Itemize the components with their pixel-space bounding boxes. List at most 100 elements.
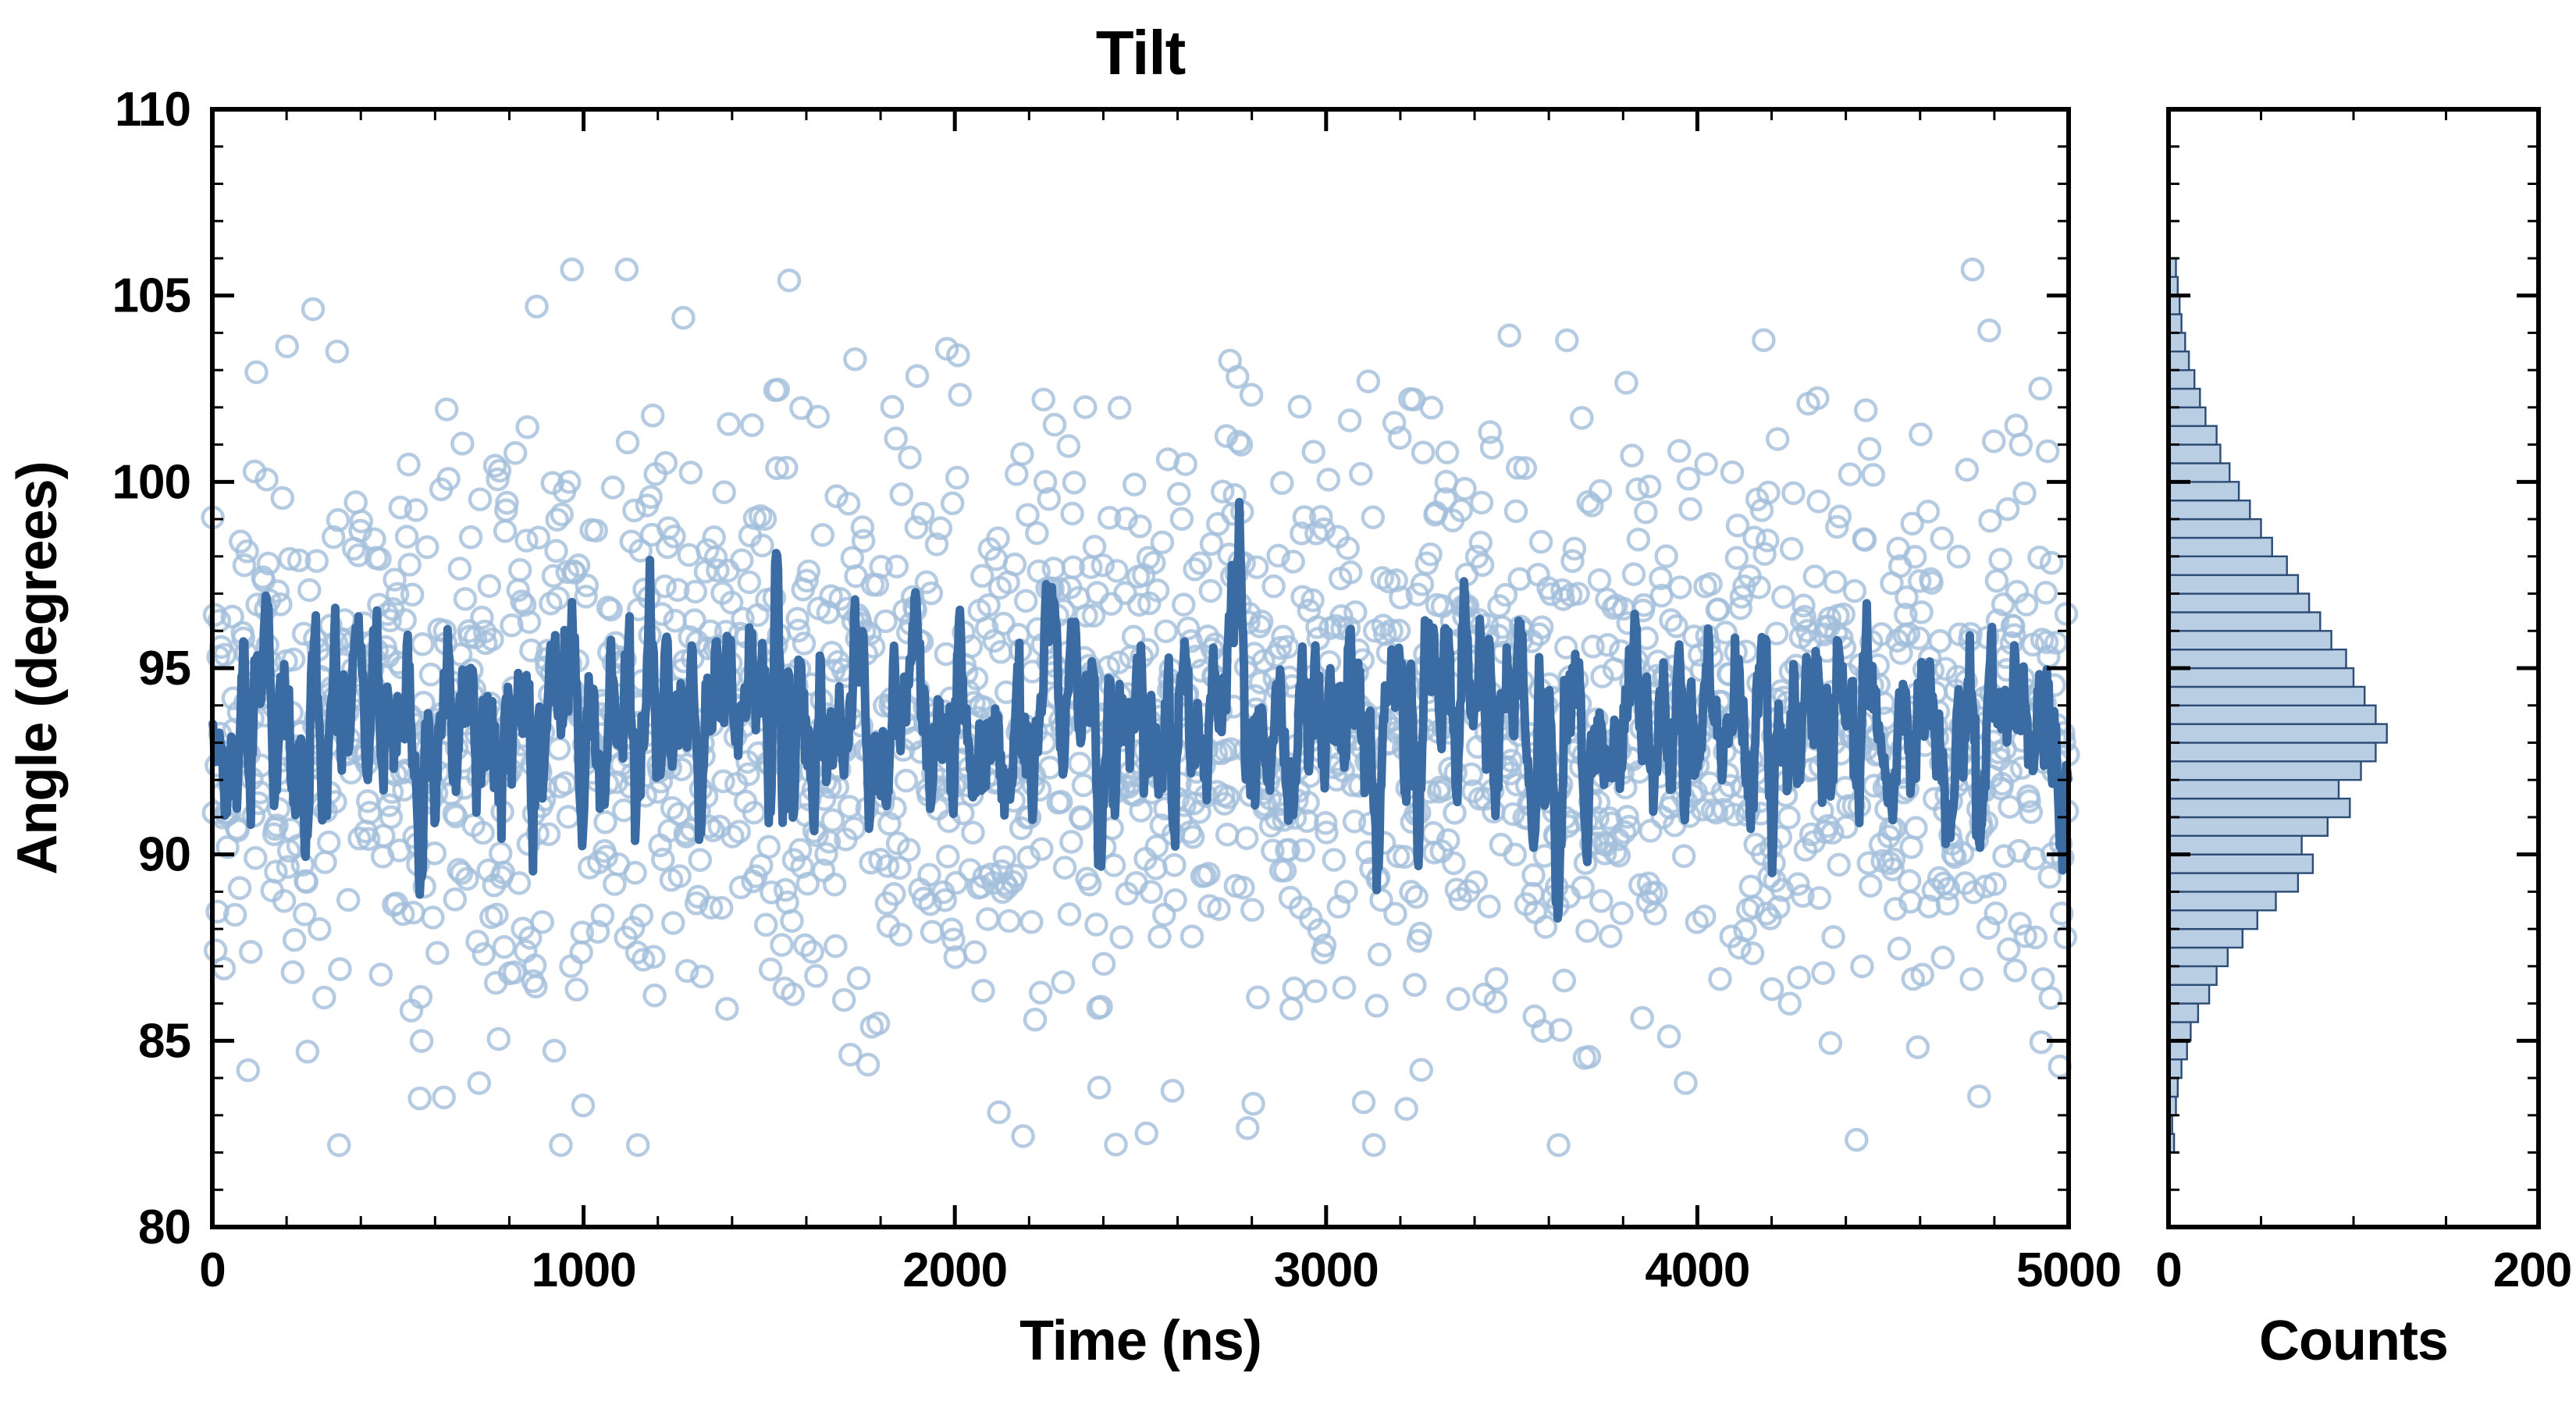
scatter-point — [2001, 614, 2026, 638]
scatter-point — [1638, 819, 1663, 843]
scatter-point — [1668, 575, 1692, 599]
scatter-point — [1031, 387, 1055, 412]
scatter-point — [1361, 1133, 1386, 1158]
scatter-point — [1910, 962, 1934, 987]
scatter-point — [1631, 592, 1656, 617]
scatter-point — [1322, 848, 1347, 872]
scatter-point — [1838, 462, 1863, 486]
scatter-point — [941, 927, 966, 951]
histogram-bar — [2167, 648, 2347, 670]
scatter-point — [822, 872, 847, 897]
scatter-point — [518, 926, 543, 950]
scatter-point — [468, 487, 493, 511]
scatter-point — [750, 533, 774, 558]
scatter-point — [407, 1086, 432, 1111]
scatter-point — [327, 1133, 351, 1158]
scatter-point — [1113, 581, 1137, 606]
scatter-point — [1754, 902, 1779, 926]
scatter-point — [1337, 408, 1362, 432]
scatter-point — [244, 845, 268, 870]
scatter-point — [1364, 994, 1389, 1018]
scatter-point — [777, 268, 802, 293]
running-average-line — [208, 497, 2073, 923]
scatter-point — [1960, 258, 1985, 282]
scatter-point — [2023, 925, 2048, 950]
scatter-point — [917, 863, 941, 887]
scatter-point — [1612, 820, 1637, 845]
scatter-point — [1074, 603, 1098, 628]
scatter-point — [1052, 855, 1077, 880]
scatter-point — [962, 940, 987, 965]
scatter-point — [453, 587, 478, 611]
scatter-point — [882, 882, 906, 906]
tick-label: 80 — [138, 1200, 190, 1254]
scatter-point — [1105, 559, 1129, 583]
scatter-point — [1909, 600, 1934, 624]
scatter-point — [1533, 915, 1558, 939]
scatter-point — [1715, 762, 1740, 786]
scatter-point — [379, 805, 404, 830]
tick-label: 110 — [115, 83, 190, 137]
scatter-point — [1720, 460, 1745, 485]
scatter-point — [737, 570, 762, 595]
scatter-point — [1752, 542, 1777, 566]
scatter-point — [1016, 503, 1040, 527]
chart-title: Tilt — [1096, 18, 1186, 87]
histogram-bar — [2167, 779, 2340, 800]
scatter-point — [1419, 395, 1444, 420]
scatter-point — [358, 801, 382, 825]
scatter-point — [471, 942, 496, 966]
scatter-point — [343, 490, 368, 514]
scatter-point — [585, 919, 610, 944]
scatter-point — [1154, 619, 1178, 643]
histogram-bar — [2167, 592, 2311, 614]
scatter-point — [2008, 912, 2032, 936]
scatter-point — [421, 905, 445, 930]
scatter-point — [524, 974, 548, 999]
scatter-point — [2049, 902, 2074, 926]
scatter-point — [1598, 924, 1623, 948]
scatter-point — [487, 458, 512, 483]
scatter-point — [477, 574, 502, 599]
scatter-point — [1756, 480, 1781, 505]
scatter-point — [1313, 811, 1338, 835]
scatter-point — [542, 1038, 567, 1063]
scatter-point — [1787, 966, 1811, 990]
scatter-point — [817, 830, 841, 854]
tick-label: 1000 — [532, 1243, 636, 1297]
scatter-point — [1630, 1005, 1654, 1030]
tick-label: 95 — [138, 642, 190, 695]
scatter-point — [1484, 967, 1509, 991]
scatter-point — [736, 762, 760, 787]
scatter-point — [1664, 614, 1688, 638]
scatter-point — [653, 450, 678, 475]
histogram-bar — [2167, 853, 2314, 874]
scatter-point — [1436, 828, 1461, 852]
scatter-point — [1470, 553, 1495, 578]
scatter-point — [394, 525, 419, 549]
scatter-point — [1290, 585, 1315, 609]
scatter-point — [1998, 759, 2023, 784]
tick-label: 3000 — [1274, 1243, 1379, 1297]
scatter-point — [545, 507, 569, 532]
scatter-point — [689, 964, 714, 989]
scatter-point — [242, 459, 267, 484]
scatter-point — [1195, 624, 1220, 649]
scatter-point — [1339, 560, 1363, 585]
scatter-point — [1418, 542, 1443, 567]
scatter-point — [1506, 456, 1530, 480]
scatter-point — [1552, 969, 1577, 993]
scatter-point — [1104, 1133, 1128, 1157]
scatter-point — [1802, 564, 1827, 589]
scatter-point — [264, 859, 288, 884]
scatter-point — [1513, 456, 1538, 480]
scatter-point — [507, 871, 532, 895]
scatter-point — [948, 382, 972, 407]
scatter-point — [447, 557, 472, 581]
scatter-point — [222, 902, 247, 927]
scatter-point — [295, 1040, 320, 1064]
scatter-point — [590, 903, 615, 927]
scatter-point — [1071, 773, 1096, 798]
scatter-point — [780, 909, 804, 934]
scatter-point — [753, 912, 778, 937]
